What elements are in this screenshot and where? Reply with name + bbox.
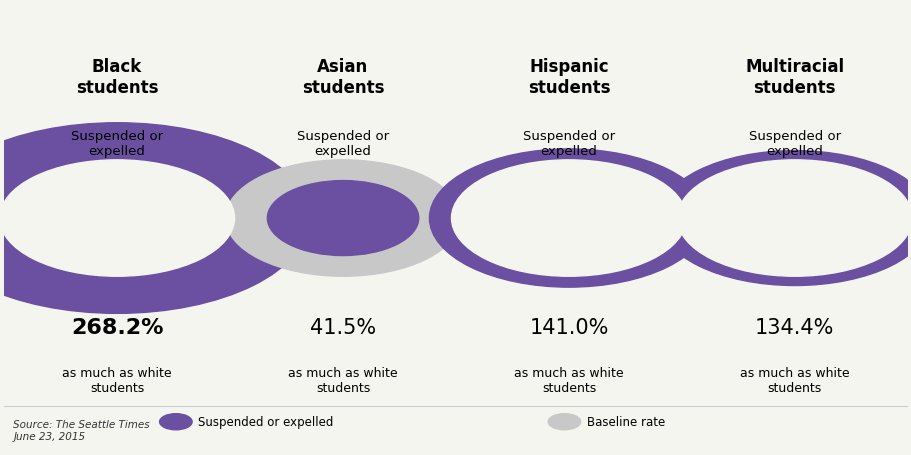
Text: Multiracial
students: Multiracial students (744, 58, 844, 96)
Circle shape (658, 151, 911, 286)
Circle shape (267, 181, 418, 256)
Circle shape (451, 161, 686, 277)
Text: Suspended or
expelled: Suspended or expelled (748, 129, 840, 157)
Circle shape (548, 414, 580, 430)
Text: Suspended or
expelled: Suspended or expelled (522, 129, 614, 157)
Circle shape (225, 161, 460, 277)
Circle shape (0, 161, 234, 277)
Text: 268.2%: 268.2% (71, 317, 163, 337)
Circle shape (429, 150, 708, 288)
Text: 134.4%: 134.4% (754, 317, 834, 337)
Text: Baseline rate: Baseline rate (587, 415, 664, 428)
Text: 41.5%: 41.5% (310, 317, 375, 337)
Text: Suspended or expelled: Suspended or expelled (199, 415, 333, 428)
Text: Source: The Seattle Times
June 23, 2015: Source: The Seattle Times June 23, 2015 (13, 420, 149, 441)
Circle shape (0, 123, 309, 313)
Text: as much as white
students: as much as white students (739, 366, 849, 394)
Text: Asian
students: Asian students (302, 58, 384, 96)
Text: 141.0%: 141.0% (528, 317, 608, 337)
Text: Hispanic
students: Hispanic students (527, 58, 609, 96)
Text: as much as white
students: as much as white students (288, 366, 397, 394)
Text: Suspended or
expelled: Suspended or expelled (71, 129, 163, 157)
Circle shape (677, 161, 911, 277)
Text: Black
students: Black students (76, 58, 159, 96)
Text: Suspended or
expelled: Suspended or expelled (297, 129, 389, 157)
Circle shape (159, 414, 192, 430)
Text: as much as white
students: as much as white students (62, 366, 172, 394)
Text: as much as white
students: as much as white students (514, 366, 623, 394)
